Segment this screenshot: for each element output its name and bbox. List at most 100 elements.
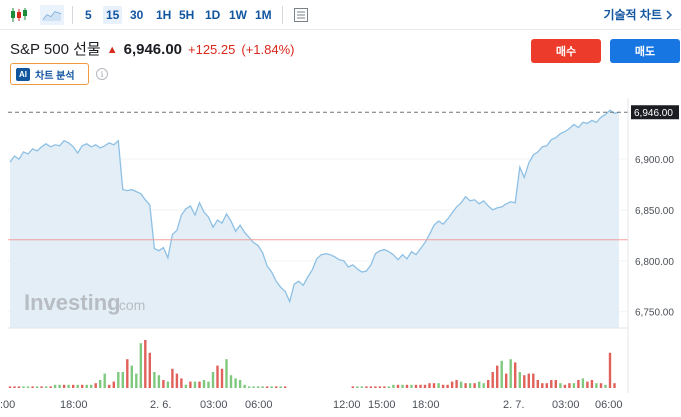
x-axis: :00 18:00 2. 6. 03:00 06:00 12:00 15:00 18:00 2.…: [0, 399, 623, 411]
volume-bar: [536, 380, 539, 388]
x-tick-label: 12:00: [333, 399, 361, 411]
volume-bars: [8, 340, 616, 388]
interval-1m[interactable]: 1M: [255, 8, 272, 22]
volume-bar: [99, 380, 102, 388]
indicators-icon[interactable]: [290, 5, 312, 25]
volume-bar: [22, 386, 25, 388]
price-line: [9, 109, 620, 304]
volume-bar: [532, 373, 535, 388]
volume-bar: [595, 383, 598, 388]
interval-5h[interactable]: 5H: [179, 8, 195, 22]
volume-bar: [234, 378, 237, 388]
price-change-percent: (+1.84%): [241, 42, 295, 57]
interval-1w[interactable]: 1W: [229, 8, 247, 22]
interval-30m[interactable]: 30: [130, 8, 144, 22]
volume-bar: [468, 383, 472, 388]
volume-bar: [275, 386, 278, 388]
volume-bar: [559, 383, 562, 388]
volume-bar: [135, 373, 138, 388]
x-tick-label: 03:00: [200, 399, 228, 411]
volume-bar: [153, 372, 156, 388]
sell-button[interactable]: 매도: [610, 39, 680, 63]
volume-bar: [247, 386, 251, 388]
tech-chart-label: 기술적 차트: [603, 8, 662, 22]
interval-15m[interactable]: 15: [103, 6, 123, 24]
volume-bar: [220, 368, 224, 388]
x-tick-label: 06:00: [245, 399, 273, 411]
volume-bar: [464, 383, 467, 388]
volume-bar: [44, 386, 48, 388]
volume-bar: [85, 384, 88, 388]
volume-bar: [211, 372, 215, 388]
volume-bar: [586, 381, 589, 388]
last-price-tag-bg: [631, 105, 679, 120]
volume-bar: [126, 359, 129, 388]
volume-bar: [207, 381, 210, 388]
ai-chart-analysis-button[interactable]: AI 차트 분석: [10, 63, 89, 85]
volume-bar: [410, 384, 413, 388]
y-tick-label: 6,850.00: [635, 206, 674, 217]
volume-bar: [121, 372, 124, 388]
toolbar-divider: [72, 6, 73, 24]
volume-bar: [198, 381, 201, 388]
volume-bar: [270, 386, 273, 388]
candlestick-icon[interactable]: [8, 5, 30, 25]
watermark-text: Investing: [24, 290, 121, 315]
volume-bar: [487, 380, 490, 388]
volume-bar: [238, 380, 242, 388]
volume-bar: [523, 375, 526, 388]
volume-bar: [572, 383, 576, 388]
ai-badge: AI: [16, 67, 30, 81]
area-chart-icon[interactable]: [40, 5, 64, 25]
chevron-right-icon: [666, 9, 673, 20]
x-tick-label: 2. 6.: [150, 399, 171, 411]
x-tick-label: :00: [0, 399, 15, 411]
volume-bar: [360, 386, 364, 388]
x-tick-label: 18:00: [60, 399, 88, 411]
volume-bar: [590, 380, 594, 388]
info-icon[interactable]: i: [96, 68, 108, 80]
volume-bar: [103, 373, 106, 388]
interval-5m[interactable]: 5: [85, 8, 92, 22]
volume-bar: [112, 381, 115, 388]
volume-bar: [157, 375, 161, 388]
price-chart[interactable]: Investing .com 6,750.00 6,800.00 6,850.00 6…: [0, 98, 681, 417]
volume-bar: [613, 383, 616, 388]
volume-bar: [428, 383, 431, 388]
volume-bar: [505, 373, 508, 388]
volume-bar: [58, 384, 61, 388]
volume-bar: [265, 386, 269, 388]
volume-bar: [374, 386, 377, 388]
interval-1d[interactable]: 1D: [205, 8, 221, 22]
volume-bar: [369, 386, 373, 388]
x-tick-label: 15:00: [368, 399, 396, 411]
volume-bar: [604, 384, 607, 388]
volume-bar: [31, 386, 34, 388]
volume-bar: [256, 386, 260, 388]
volume-bar: [13, 386, 16, 388]
buy-button[interactable]: 매수: [531, 39, 601, 63]
volume-bar: [450, 381, 454, 388]
volume-bar: [81, 384, 84, 388]
volume-bar: [500, 360, 503, 388]
volume-bar: [441, 384, 445, 388]
volume-bar: [577, 380, 580, 388]
price-chart-svg: Investing .com 6,750.006,800.006,850.006…: [0, 98, 679, 411]
volume-bar: [225, 359, 228, 388]
volume-bar: [554, 380, 557, 388]
tech-chart-link[interactable]: 기술적 차트: [603, 6, 673, 23]
volume-bar: [144, 340, 147, 388]
volume-bar: [509, 359, 512, 388]
volume-bar: [67, 384, 70, 388]
volume-bar: [514, 362, 517, 388]
volume-bar: [527, 373, 530, 388]
interval-1h[interactable]: 1H: [156, 8, 172, 22]
volume-bar: [184, 384, 188, 388]
volume-bar: [478, 381, 481, 388]
instrument-header: S&P 500 선물 ▲ 6,946.00 +125.25 (+1.84%): [10, 38, 294, 59]
volume-bar: [396, 384, 400, 388]
volume-bar: [401, 384, 404, 388]
volume-bar: [17, 386, 21, 388]
volume-bar: [216, 365, 219, 388]
x-tick-label: 18:00: [412, 399, 440, 411]
